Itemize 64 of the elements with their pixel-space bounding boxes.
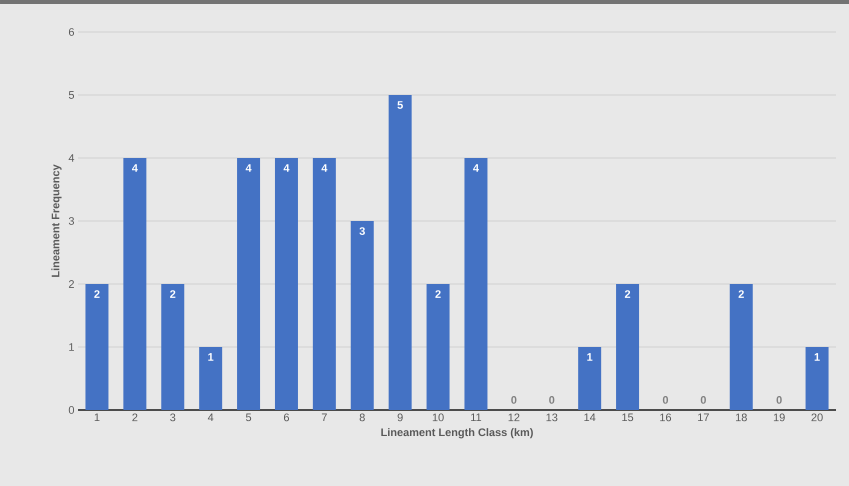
y-tick-label: 6: [68, 28, 74, 36]
y-tick-label: 5: [68, 91, 74, 99]
data-label: 0: [549, 396, 554, 404]
data-label: 1: [587, 353, 592, 361]
data-label: 0: [700, 396, 706, 404]
x-tick-label: 6: [284, 414, 290, 422]
x-tick-label: 4: [208, 414, 214, 422]
bar: [426, 284, 450, 410]
x-tick-label: 15: [622, 414, 634, 422]
x-tick-label: 18: [736, 414, 747, 422]
data-label: 2: [738, 290, 744, 298]
data-label: 2: [170, 290, 176, 298]
bar: [388, 94, 412, 410]
data-label: 2: [624, 290, 630, 298]
bar: [464, 158, 488, 410]
bar: [312, 158, 336, 410]
data-label: 1: [814, 353, 820, 361]
bar: [730, 284, 753, 410]
y-tick-label: 0: [68, 406, 74, 414]
data-label: 0: [511, 396, 516, 404]
data-label: 4: [321, 164, 328, 172]
y-tick-label: 1: [69, 343, 74, 351]
x-tick-label: 12: [508, 414, 520, 422]
x-tick-label: 5: [246, 414, 252, 422]
data-label: 4: [284, 164, 290, 172]
x-tick-label: 9: [398, 414, 403, 422]
bar: [237, 158, 260, 410]
x-tick-label: 14: [584, 414, 596, 422]
x-tick-label: 10: [432, 414, 444, 422]
bar: [123, 158, 146, 410]
y-tick-label: 2: [68, 280, 74, 288]
data-label: 0: [776, 396, 782, 404]
y-axis-title: Lineament Frequency: [51, 164, 62, 277]
bar: [199, 346, 222, 410]
data-label: 4: [473, 164, 479, 172]
x-tick-label: 20: [812, 414, 823, 422]
x-tick-label: 11: [471, 414, 482, 422]
data-label: 2: [94, 290, 100, 298]
x-tick-label: 17: [698, 414, 709, 422]
data-label: 4: [132, 164, 138, 172]
bar: [85, 284, 108, 410]
x-tick-label: 13: [546, 414, 558, 422]
data-label: 3: [359, 227, 365, 235]
data-label: 1: [208, 353, 214, 361]
bar: [578, 346, 602, 410]
data-label: 2: [435, 290, 441, 298]
y-tick-label: 4: [68, 154, 74, 162]
data-label: 0: [662, 396, 668, 404]
x-tick-label: 3: [170, 414, 176, 422]
x-tick-label: 16: [660, 414, 672, 422]
bar: [350, 220, 374, 410]
bar: [616, 284, 640, 410]
bar: [161, 284, 184, 410]
x-tick-label: 7: [322, 414, 327, 422]
data-label: 5: [397, 101, 403, 109]
y-tick-label: 3: [68, 217, 74, 225]
x-tick-label: 19: [774, 414, 785, 422]
x-tick-label: 1: [94, 414, 100, 422]
bar: [806, 346, 829, 410]
data-label: 4: [246, 164, 252, 172]
x-tick-label: 8: [360, 414, 365, 422]
bar: [274, 158, 298, 410]
x-axis-title: Lineament Length Class (km): [381, 428, 533, 438]
x-tick-label: 2: [132, 414, 138, 422]
